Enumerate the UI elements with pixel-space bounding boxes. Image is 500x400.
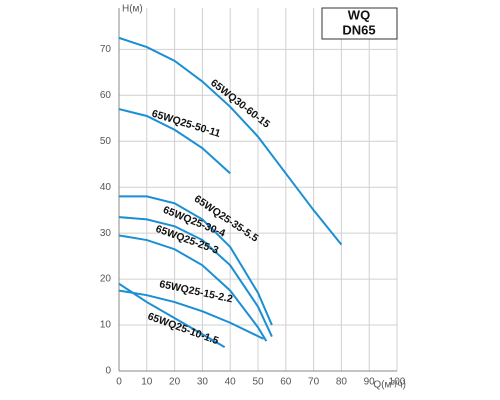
x-tick-label: 0 [116,377,122,388]
y-tick-label: 40 [100,182,112,193]
x-tick-label: 30 [197,377,209,388]
curve [118,289,264,340]
curve [118,36,343,246]
y-tick-label: 0 [105,366,111,377]
x-axis-label: Q(м³/ч) [373,380,406,391]
y-tick-label: 70 [100,44,112,55]
x-tick-label: 100 [389,377,406,388]
x-tick-label: 90 [364,377,376,388]
x-tick-label: 10 [141,377,153,388]
x-tick-label: 60 [280,377,292,388]
x-tick-label: 80 [336,377,348,388]
chart-title: WQ [348,7,370,22]
curve-label: 65WQ30-60-15 [208,77,272,131]
y-tick-label: 10 [100,320,112,331]
title-box [321,7,398,40]
x-tick-label: 70 [308,377,320,388]
y-tick-label: 60 [100,90,112,101]
x-tick-label: 50 [252,377,264,388]
curve [119,195,273,326]
x-tick-label: 20 [169,377,181,388]
y-tick-label: 50 [100,136,112,147]
y-tick-label: 20 [100,274,112,285]
y-axis-label: H(м) [122,4,143,15]
curve [118,234,268,342]
y-tick-label: 30 [100,228,112,239]
curve [118,216,273,337]
curve-label: 65WQ25-10-1.5 [146,310,220,347]
curve [118,282,226,348]
chart-subtitle: DN65 [342,22,375,37]
curve [118,108,231,175]
x-tick-label: 40 [225,377,237,388]
